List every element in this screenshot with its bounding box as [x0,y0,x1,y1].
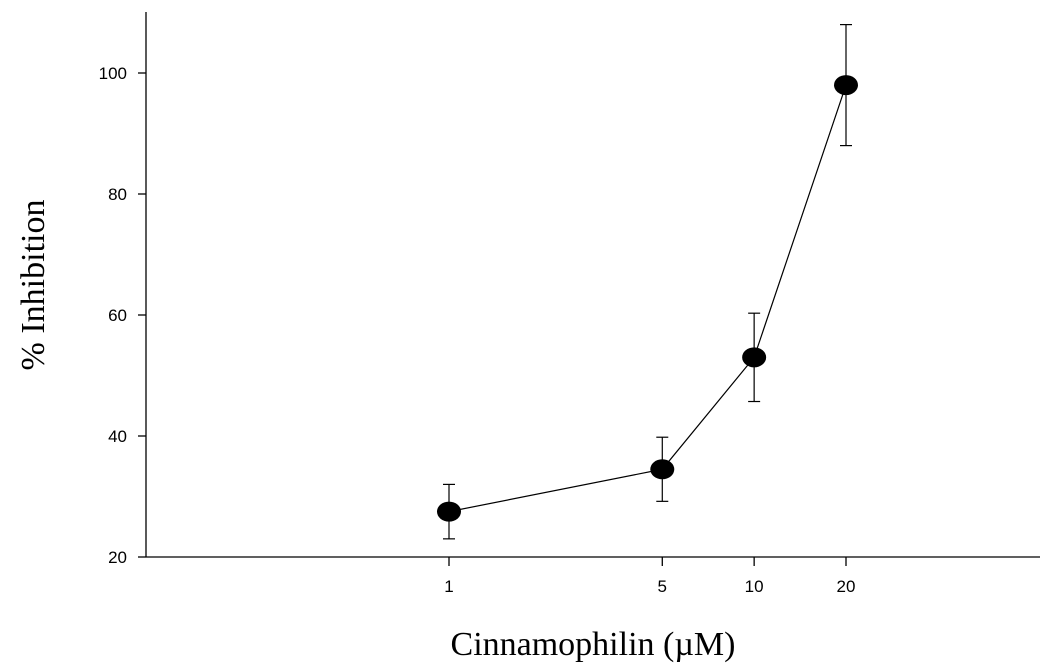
data-point [437,501,461,522]
x-tick-label: 10 [745,577,764,596]
series-line-group [448,84,847,513]
x-tick-label: 1 [444,577,453,596]
y-tick-label: 100 [99,64,127,83]
data-point [650,459,675,480]
data-point [834,75,858,96]
y-axis-title: % Inhibition [15,200,52,371]
axes [145,12,1040,558]
x-tick-label: 5 [658,577,667,596]
x-axis-title: Cinnamophilin (µM) [451,626,736,663]
data-point [742,347,767,368]
y-tick-label: 40 [108,427,127,446]
x-tick-label: 20 [837,577,856,596]
y-tick-label: 20 [108,548,127,567]
y-tick-label: 60 [108,306,127,325]
x-ticks: 1 5 10 20 [444,557,855,596]
series-line [448,84,847,513]
y-tick-label: 80 [108,185,127,204]
data-points [437,75,858,522]
error-bars [443,24,852,540]
y-ticks: 20 40 60 80 100 [99,64,146,567]
